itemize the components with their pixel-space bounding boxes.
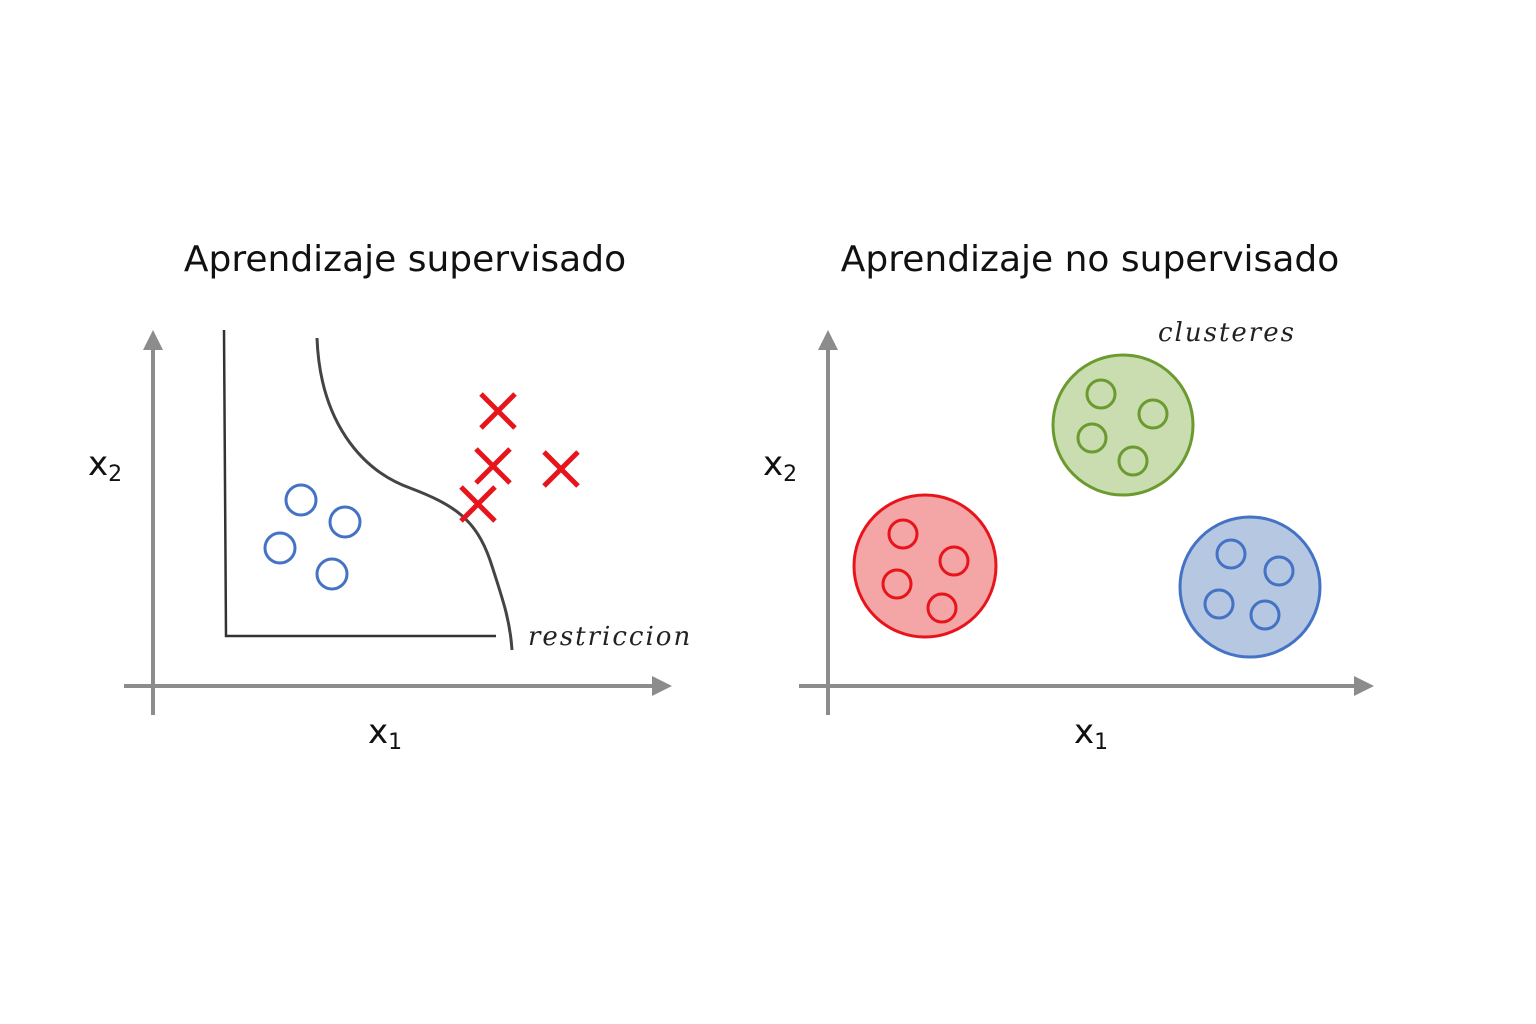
supervised-y-axis-label: x2 xyxy=(88,444,123,487)
class-o-point xyxy=(284,483,318,517)
unsupervised-axes xyxy=(799,330,1374,715)
supervised-title: Aprendizaje supervisado xyxy=(183,239,627,280)
supervised-axes xyxy=(124,330,672,715)
blue-cluster-point xyxy=(1215,538,1247,570)
class-o-points xyxy=(263,483,362,591)
red-cluster-point xyxy=(887,518,919,550)
constraint-corner-line xyxy=(222,329,496,638)
blue-cluster-boundary xyxy=(1178,515,1322,659)
constraint-lines xyxy=(222,329,514,651)
supervised-x-axis-label: x1 xyxy=(368,712,403,755)
class-o-point xyxy=(315,557,349,591)
unsupervised-title: Aprendizaje no supervisado xyxy=(840,239,1340,280)
green-cluster-boundary xyxy=(1051,353,1195,497)
green-cluster xyxy=(1051,353,1195,497)
decision-boundary-curve xyxy=(315,337,514,651)
blue-cluster-point xyxy=(1263,555,1295,587)
class-o-point xyxy=(328,505,362,539)
blue-cluster-point xyxy=(1203,588,1235,620)
red-cluster-point xyxy=(881,568,913,600)
blue-cluster xyxy=(1178,515,1322,659)
cluster-label: clusteres xyxy=(1158,318,1296,348)
green-cluster-point xyxy=(1137,398,1169,430)
green-cluster-point xyxy=(1076,422,1108,454)
green-cluster-point xyxy=(1085,378,1117,410)
unsupervised-y-axis-label: x2 xyxy=(763,444,798,487)
class-x-point xyxy=(474,447,512,485)
green-cluster-point xyxy=(1117,445,1149,477)
class-x-point xyxy=(479,392,517,430)
class-o-point xyxy=(263,531,297,565)
class-x-points xyxy=(459,392,580,523)
red-cluster-point xyxy=(926,592,958,624)
blue-cluster-point xyxy=(1249,599,1281,631)
red-cluster-point xyxy=(938,545,970,577)
class-x-point xyxy=(542,450,580,488)
red-cluster xyxy=(852,493,998,639)
red-cluster-boundary xyxy=(852,493,998,639)
unsupervised-x-axis-label: x1 xyxy=(1074,712,1109,755)
class-x-point xyxy=(459,485,497,523)
boundary-label: restriccion xyxy=(528,622,693,652)
